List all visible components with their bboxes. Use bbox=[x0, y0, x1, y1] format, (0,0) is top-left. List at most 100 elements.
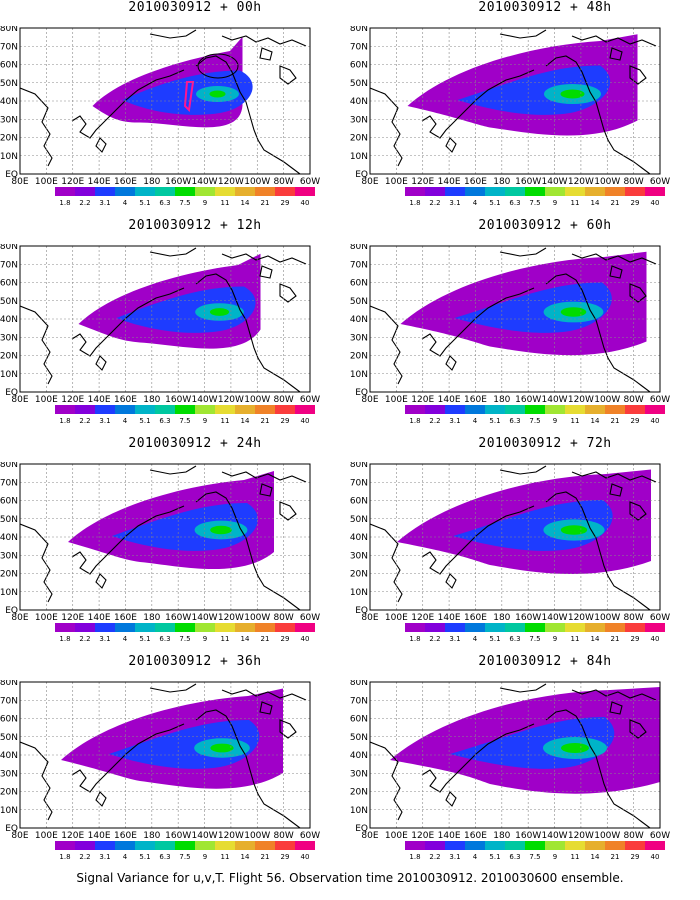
colorbar-label: 4 bbox=[473, 417, 478, 425]
lon-tick-label: 160E bbox=[464, 831, 487, 841]
lat-tick-label: 40N bbox=[350, 97, 368, 107]
colorbar-swatch bbox=[215, 841, 235, 850]
colorbar-swatch bbox=[135, 841, 155, 850]
lat-tick-label: 50N bbox=[350, 297, 368, 307]
colorbar: 1.8 2.2 3.1 4 5.1 6.3 7.5 9 11 14 21 29 40 bbox=[405, 841, 665, 861]
colorbar-swatch bbox=[295, 841, 315, 850]
lat-tick-label: 60N bbox=[350, 715, 368, 725]
lon-tick-label: 80W bbox=[623, 831, 643, 841]
panel-title: 2010030912 + 36h bbox=[128, 654, 262, 669]
lat-tick-label: 40N bbox=[350, 315, 368, 325]
colorbar-swatch bbox=[75, 623, 95, 632]
coastline bbox=[259, 265, 273, 279]
map-panel: 2010030912 + 24h 80E 100E 120E 140E 160E 180 16… bbox=[0, 436, 350, 651]
coastline bbox=[195, 55, 301, 174]
colorbar-swatch bbox=[75, 405, 95, 414]
lon-tick-label: 160W bbox=[165, 831, 191, 841]
colorbar-swatch bbox=[445, 187, 465, 196]
lon-tick-label: 140E bbox=[88, 395, 111, 405]
colorbar-label: 5.1 bbox=[489, 417, 500, 425]
lon-tick-label: 140W bbox=[542, 613, 568, 623]
colorbar-label: 14 bbox=[241, 417, 250, 425]
lat-tick-label: EQ bbox=[355, 606, 368, 616]
variance-map: 80E 100E 120E 140E 160E 180 160W 140W 120W 100W 80… bbox=[350, 244, 670, 405]
lat-tick-label: 60N bbox=[350, 497, 368, 507]
coastline bbox=[221, 689, 307, 701]
lat-tick-label: 20N bbox=[350, 570, 368, 580]
colorbar-label: 4 bbox=[123, 853, 128, 861]
lon-tick-label: 100W bbox=[244, 395, 270, 405]
colorbar-swatch bbox=[445, 623, 465, 632]
lon-tick-label: 120E bbox=[61, 177, 84, 187]
lat-tick-label: 60N bbox=[0, 715, 18, 725]
colorbar-swatch bbox=[75, 841, 95, 850]
lat-tick-label: 10N bbox=[350, 806, 368, 816]
colorbar-label: 21 bbox=[611, 199, 620, 207]
lon-tick-label: 80E bbox=[11, 831, 28, 841]
colorbar: 1.8 2.2 3.1 4 5.1 6.3 7.5 9 11 14 21 29 40 bbox=[405, 623, 665, 643]
variance-contour-peak bbox=[560, 307, 587, 317]
lat-tick-label: 70N bbox=[0, 260, 18, 270]
colorbar-swatch bbox=[235, 187, 255, 196]
colorbar-label: 5.1 bbox=[139, 635, 150, 643]
colorbar: 1.8 2.2 3.1 4 5.1 6.3 7.5 9 11 14 21 29 40 bbox=[55, 405, 315, 425]
colorbar-swatch bbox=[405, 841, 425, 850]
lon-tick-label: 180 bbox=[493, 395, 510, 405]
colorbar-label: 21 bbox=[261, 635, 270, 643]
map-frame bbox=[369, 245, 661, 393]
colorbar-label: 7.5 bbox=[529, 853, 540, 861]
lon-tick-label: 80W bbox=[623, 613, 643, 623]
coastline bbox=[609, 47, 623, 61]
lat-tick-label: 40N bbox=[0, 97, 18, 107]
panel-title: 2010030912 + 00h bbox=[128, 0, 262, 15]
variance-map: 80E 100E 120E 140E 160E 180 160W 140W 120W 100W 80… bbox=[350, 680, 670, 841]
lon-tick-label: 120E bbox=[411, 177, 434, 187]
lon-tick-label: 140E bbox=[438, 613, 461, 623]
coastline bbox=[95, 791, 107, 807]
coastline bbox=[71, 505, 185, 575]
lon-tick-label: 120W bbox=[568, 831, 594, 841]
coastline bbox=[195, 273, 301, 392]
colorbar-label: 40 bbox=[651, 635, 660, 643]
coastline bbox=[545, 491, 651, 610]
lat-tick-label: 80N bbox=[0, 26, 18, 34]
map-panel: 2010030912 + 60h 80E 100E 120E 140E 160E 180 16… bbox=[350, 218, 700, 433]
lon-tick-label: 60W bbox=[650, 831, 670, 841]
lat-tick-label: 60N bbox=[0, 497, 18, 507]
lon-tick-label: 120W bbox=[218, 177, 244, 187]
panel-title: 2010030912 + 60h bbox=[478, 218, 612, 233]
map-frame bbox=[369, 463, 661, 611]
lat-tick-label: 20N bbox=[0, 134, 18, 144]
colorbar-swatch bbox=[195, 841, 215, 850]
lat-tick-label: 50N bbox=[0, 297, 18, 307]
colorbar-label: 21 bbox=[611, 853, 620, 861]
colorbar-label: 29 bbox=[281, 635, 290, 643]
colorbar-swatch bbox=[565, 187, 585, 196]
map-panel: 2010030912 + 72h 80E 100E 120E 140E 160E 180 16… bbox=[350, 436, 700, 651]
colorbar-label: 4 bbox=[123, 199, 128, 207]
colorbar-swatch bbox=[95, 841, 115, 850]
lon-tick-label: 100W bbox=[244, 177, 270, 187]
coastline bbox=[545, 273, 651, 392]
lon-tick-label: 180 bbox=[143, 613, 160, 623]
lon-tick-label: 120W bbox=[218, 395, 244, 405]
colorbar-label: 9 bbox=[203, 853, 207, 861]
colorbar-label: 6.3 bbox=[159, 853, 170, 861]
colorbar-label: 29 bbox=[631, 853, 640, 861]
colorbar-swatch bbox=[425, 623, 445, 632]
colorbar-swatch bbox=[545, 187, 565, 196]
colorbar-swatch bbox=[485, 623, 505, 632]
colorbar-label: 5.1 bbox=[139, 853, 150, 861]
colorbar-swatch bbox=[505, 841, 525, 850]
colorbar-swatch bbox=[445, 405, 465, 414]
coastline bbox=[259, 483, 273, 497]
colorbar-label: 11 bbox=[571, 635, 580, 643]
colorbar-swatch bbox=[605, 623, 625, 632]
colorbar-swatch bbox=[465, 623, 485, 632]
coastline bbox=[20, 87, 53, 167]
colorbar-label: 6.3 bbox=[509, 417, 520, 425]
colorbar-label: 4 bbox=[473, 635, 478, 643]
lon-tick-label: 180 bbox=[143, 395, 160, 405]
colorbar-swatch bbox=[425, 841, 445, 850]
lat-tick-label: EQ bbox=[5, 388, 18, 398]
